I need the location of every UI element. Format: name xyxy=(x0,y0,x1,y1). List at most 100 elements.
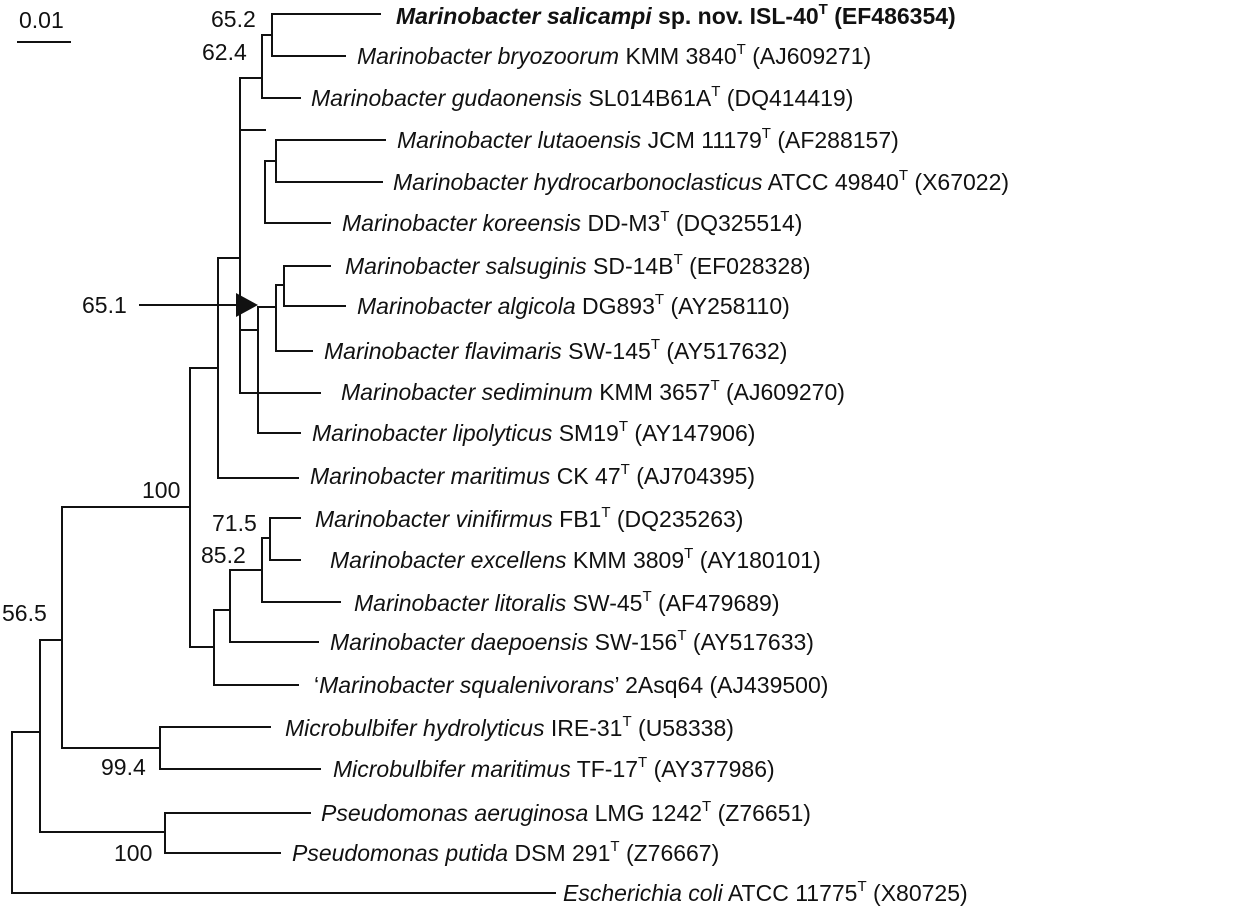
species-name: Marinobacter gudaonensis xyxy=(311,85,583,111)
strain-id: LMG 1242 xyxy=(595,800,702,826)
accession-number: (AY258110) xyxy=(670,293,789,319)
species-name: Marinobacter salsuginis xyxy=(345,253,587,279)
strain-id: ATCC 11775 xyxy=(728,880,858,906)
accession-number: (U58338) xyxy=(638,715,734,741)
strain-id: TF-17 xyxy=(577,756,638,782)
taxon-label: Microbulbifer maritimus TF-17T (AY377986… xyxy=(333,754,775,782)
strain-id: CK 47 xyxy=(557,463,621,489)
accession-number: (DQ235263) xyxy=(617,506,744,532)
type-strain-marker: T xyxy=(819,1,828,18)
taxon-label: Pseudomonas aeruginosa LMG 1242T (Z76651… xyxy=(321,798,811,826)
bootstrap-values: 65.2 62.4 65.1 100 71.5 85.2 56.5 99.4 1… xyxy=(2,6,257,866)
type-strain-marker: T xyxy=(677,627,686,644)
bootstrap-value: 100 xyxy=(114,840,152,866)
accession-number: (Z76667) xyxy=(626,840,719,866)
strain-id: IRE-31 xyxy=(551,715,623,741)
type-strain-marker: T xyxy=(651,336,660,353)
bootstrap-value: 65.1 xyxy=(82,292,127,318)
strain-id: SW-156 xyxy=(595,629,678,655)
type-strain-marker: T xyxy=(711,83,720,100)
accession-number: (Z76651) xyxy=(718,800,811,826)
species-name: Marinobacter hydrocarbonoclasticus xyxy=(393,169,763,195)
node-pointer-arrow xyxy=(139,293,258,317)
strain-id: SW-45 xyxy=(573,590,643,616)
type-strain-marker: T xyxy=(621,461,630,478)
taxon-label: Marinobacter gudaonensis SL014B61AT (DQ4… xyxy=(311,83,853,111)
accession-number: (AY517632) xyxy=(666,338,787,364)
type-strain-marker: T xyxy=(642,588,651,605)
type-strain-marker: T xyxy=(619,418,628,435)
scale-bar: 0.01 xyxy=(17,7,71,43)
strain-id: KMM 3809 xyxy=(573,547,684,573)
species-name: Marinobacter algicola xyxy=(357,293,576,319)
strain-id: JCM 11179 xyxy=(648,127,762,153)
type-strain-marker: T xyxy=(610,838,619,855)
accession-number: (AY377986) xyxy=(654,756,775,782)
species-name: Marinobacter squalenivorans xyxy=(319,672,615,698)
accession-number: (DQ414419) xyxy=(727,85,854,111)
strain-id: DD-M3 xyxy=(587,210,660,236)
accession-number: (AY517633) xyxy=(693,629,814,655)
arrow-head xyxy=(236,293,258,317)
taxon-label: Marinobacter daepoensis SW-156T (AY51763… xyxy=(330,627,814,655)
species-name: Marinobacter maritimus xyxy=(310,463,551,489)
species-name: Marinobacter daepoensis xyxy=(330,629,589,655)
species-name: Microbulbifer maritimus xyxy=(333,756,571,782)
type-strain-marker: T xyxy=(702,798,711,815)
strain-id: FB1 xyxy=(559,506,601,532)
taxon-label: Marinobacter maritimus CK 47T (AJ704395) xyxy=(310,461,755,489)
taxon-label: Marinobacter vinifirmus FB1T (DQ235263) xyxy=(315,504,743,532)
type-strain-marker: T xyxy=(622,713,631,730)
strain-id: KMM 3840 xyxy=(625,43,736,69)
strain-id: SL014B61A xyxy=(588,85,711,111)
species-name: Marinobacter bryozoorum xyxy=(357,43,619,69)
accession-number: (AY180101) xyxy=(700,547,821,573)
taxon-label: Marinobacter lipolyticus SM19T (AY147906… xyxy=(312,418,755,446)
type-strain-marker: T xyxy=(601,504,610,521)
accession-number: (DQ325514) xyxy=(676,210,803,236)
strain-id: SW-145 xyxy=(568,338,651,364)
taxon-label: Microbulbifer hydrolyticus IRE-31T (U583… xyxy=(285,713,734,741)
accession-number: (AJ609270) xyxy=(726,379,845,405)
taxon-label: Marinobacter lutaoensis JCM 11179T (AF28… xyxy=(397,125,899,153)
taxon-label: Marinobacter flavimaris SW-145T (AY51763… xyxy=(324,336,787,364)
accession-number: (AF288157) xyxy=(777,127,898,153)
taxon-label: Escherichia coli ATCC 11775T (X80725) xyxy=(563,878,968,906)
novelty-marker: sp. nov. xyxy=(652,3,744,29)
accession-number: (AY147906) xyxy=(634,420,755,446)
type-strain-marker: T xyxy=(674,251,683,268)
type-strain-marker: T xyxy=(655,291,664,308)
species-name: Marinobacter lipolyticus xyxy=(312,420,553,446)
strain-id: ISL-40 xyxy=(750,3,819,29)
bootstrap-value: 71.5 xyxy=(212,510,257,536)
taxon-label: Marinobacter salsuginis SD-14BT (EF02832… xyxy=(345,251,811,279)
taxon-label: Marinobacter litoralis SW-45T (AF479689) xyxy=(354,588,780,616)
species-name: Marinobacter litoralis xyxy=(354,590,567,616)
accession-number: (EF028328) xyxy=(689,253,810,279)
accession-number: (X67022) xyxy=(914,169,1009,195)
strain-id: ATCC 49840 xyxy=(768,169,899,195)
taxon-label: Marinobacter excellens KMM 3809T (AY1801… xyxy=(330,545,821,573)
accession-number: (AJ439500) xyxy=(710,672,829,698)
taxon-label: Marinobacter koreensis DD-M3T (DQ325514) xyxy=(342,208,802,236)
strain-id: SD-14B xyxy=(593,253,674,279)
accession-number: (X80725) xyxy=(873,880,968,906)
species-name: Marinobacter flavimaris xyxy=(324,338,562,364)
strain-id: 2Asq64 xyxy=(625,672,703,698)
species-name: Marinobacter vinifirmus xyxy=(315,506,553,532)
bootstrap-value: 100 xyxy=(142,477,180,503)
species-name: Marinobacter salicampi xyxy=(396,3,652,29)
bootstrap-value: 65.2 xyxy=(211,6,256,32)
taxon-label: ‘Marinobacter squalenivorans’ 2Asq64 (AJ… xyxy=(314,672,828,698)
strain-id: SM19 xyxy=(559,420,619,446)
bootstrap-value: 56.5 xyxy=(2,600,47,626)
accession-number: (AJ704395) xyxy=(636,463,755,489)
type-strain-marker: T xyxy=(660,208,669,225)
type-strain-marker: T xyxy=(684,545,693,562)
bootstrap-value: 62.4 xyxy=(202,39,247,65)
type-strain-marker: T xyxy=(762,125,771,142)
species-name: Marinobacter koreensis xyxy=(342,210,582,236)
species-name: Microbulbifer hydrolyticus xyxy=(285,715,545,741)
species-name: Pseudomonas aeruginosa xyxy=(321,800,588,826)
